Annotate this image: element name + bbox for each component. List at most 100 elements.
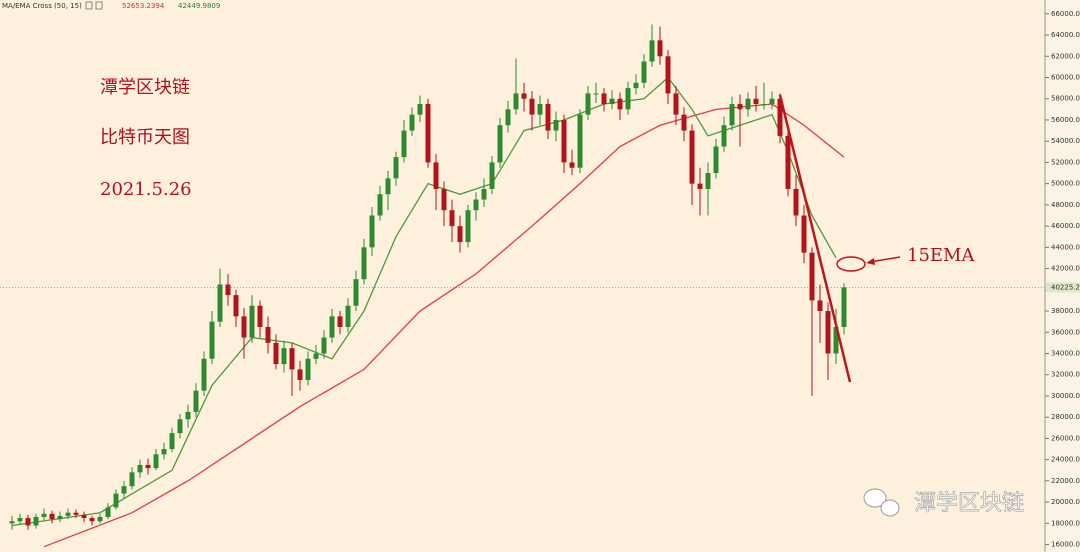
arrow-head [866, 258, 875, 265]
candle-body [833, 326, 839, 354]
candle-body [697, 183, 703, 189]
candle-body [777, 98, 783, 136]
candle-body [401, 130, 407, 158]
candle-body [689, 130, 695, 184]
y-tick-label: 58000.00 [1051, 95, 1080, 103]
candle-body [617, 98, 623, 110]
y-tick-label: 66000.00 [1051, 10, 1080, 18]
candle-body [345, 305, 351, 327]
candle-body [417, 104, 423, 115]
candle-body [785, 135, 791, 189]
candle-body [529, 98, 535, 115]
candle-body [377, 194, 383, 216]
candle-body [137, 464, 143, 473]
candle-body [513, 93, 519, 110]
candle-body [753, 98, 759, 105]
last-price-box [1046, 282, 1080, 293]
candle-body [369, 215, 375, 248]
y-tick-label: 16000.00 [1051, 541, 1080, 549]
checkbox[interactable] [85, 1, 93, 10]
candle-body [801, 215, 807, 253]
y-tick-label: 22000.00 [1051, 477, 1080, 485]
candle-body [161, 449, 167, 455]
candle-body [73, 512, 79, 515]
candle-body [121, 486, 127, 494]
annotation: 15EMA [907, 245, 975, 266]
candle-body [105, 507, 111, 517]
candle-body [81, 514, 87, 519]
candle-body [425, 104, 431, 163]
candle-body [601, 93, 607, 105]
ema-line [11, 76, 837, 527]
y-tick-label: 34000.00 [1051, 349, 1080, 357]
candle-body [337, 316, 343, 327]
y-tick-label: 42000.00 [1051, 265, 1080, 273]
watermark: 潭学区块链 [914, 491, 1024, 516]
candle-body [225, 284, 231, 296]
candle-body [553, 119, 559, 131]
candle-body [129, 472, 135, 487]
y-tick-label: 18000.00 [1051, 519, 1080, 527]
candle-body [641, 61, 647, 83]
candle-body [97, 516, 103, 522]
candle-body [649, 40, 655, 62]
candle-body [441, 188, 447, 211]
candle-body [561, 119, 567, 163]
candle-body [713, 146, 719, 174]
candle-body [329, 316, 335, 338]
arrow [869, 256, 901, 263]
y-tick-label: 30000.00 [1051, 392, 1080, 400]
plot: 16000.00 18000.00 20000.00 22000.00 24000.00… [0, 10, 1080, 549]
y-tick-label: 56000.00 [1051, 116, 1080, 124]
candle-body [57, 515, 63, 520]
trend-line [778, 94, 852, 383]
candle-body [257, 305, 263, 327]
price-axis-panel [1045, 0, 1080, 552]
candle-body [545, 104, 551, 131]
candle-body [145, 464, 151, 469]
candle-body [25, 518, 31, 526]
candle-body [481, 188, 487, 200]
checkbox[interactable] [95, 1, 103, 10]
candle-body [281, 348, 287, 365]
candle-body [9, 521, 15, 524]
candle-body [249, 305, 255, 338]
candle-body [49, 513, 55, 520]
y-tick-label: 62000.00 [1051, 52, 1080, 60]
candle-body [201, 358, 207, 391]
candle-body [841, 287, 847, 327]
candle-body [521, 93, 527, 99]
candle-body [89, 518, 95, 522]
candle-body [385, 178, 391, 195]
candle-body [609, 98, 615, 105]
y-tick-label: 52000.00 [1051, 158, 1080, 166]
candle-body [449, 210, 455, 227]
candle-body [241, 316, 247, 338]
candle-body [721, 125, 727, 147]
candle-body [745, 98, 751, 110]
candle-body [273, 342, 279, 365]
candle-body [297, 369, 303, 381]
candle-body [633, 82, 639, 89]
y-tick-label: 48000.00 [1051, 201, 1080, 209]
candle-body [569, 162, 575, 168]
candle-body [321, 337, 327, 354]
candle-body [497, 125, 503, 163]
candle-body [817, 300, 823, 312]
candle-body [657, 40, 663, 57]
candle-body [313, 353, 319, 359]
candle-body [593, 93, 599, 95]
y-tick-label: 64000.00 [1051, 31, 1080, 39]
y-tick-label: 60000.00 [1051, 73, 1080, 81]
candle-body [737, 104, 743, 110]
y-tick-label: 24000.00 [1051, 456, 1080, 464]
candle-body [353, 279, 359, 306]
y-tick-label: 50000.00 [1051, 180, 1080, 188]
watermark-icon [863, 488, 900, 517]
candle-body [625, 88, 631, 110]
candle-body [153, 454, 159, 469]
ema-line [43, 103, 845, 548]
candle-body [577, 114, 583, 168]
candle-body [505, 109, 511, 126]
